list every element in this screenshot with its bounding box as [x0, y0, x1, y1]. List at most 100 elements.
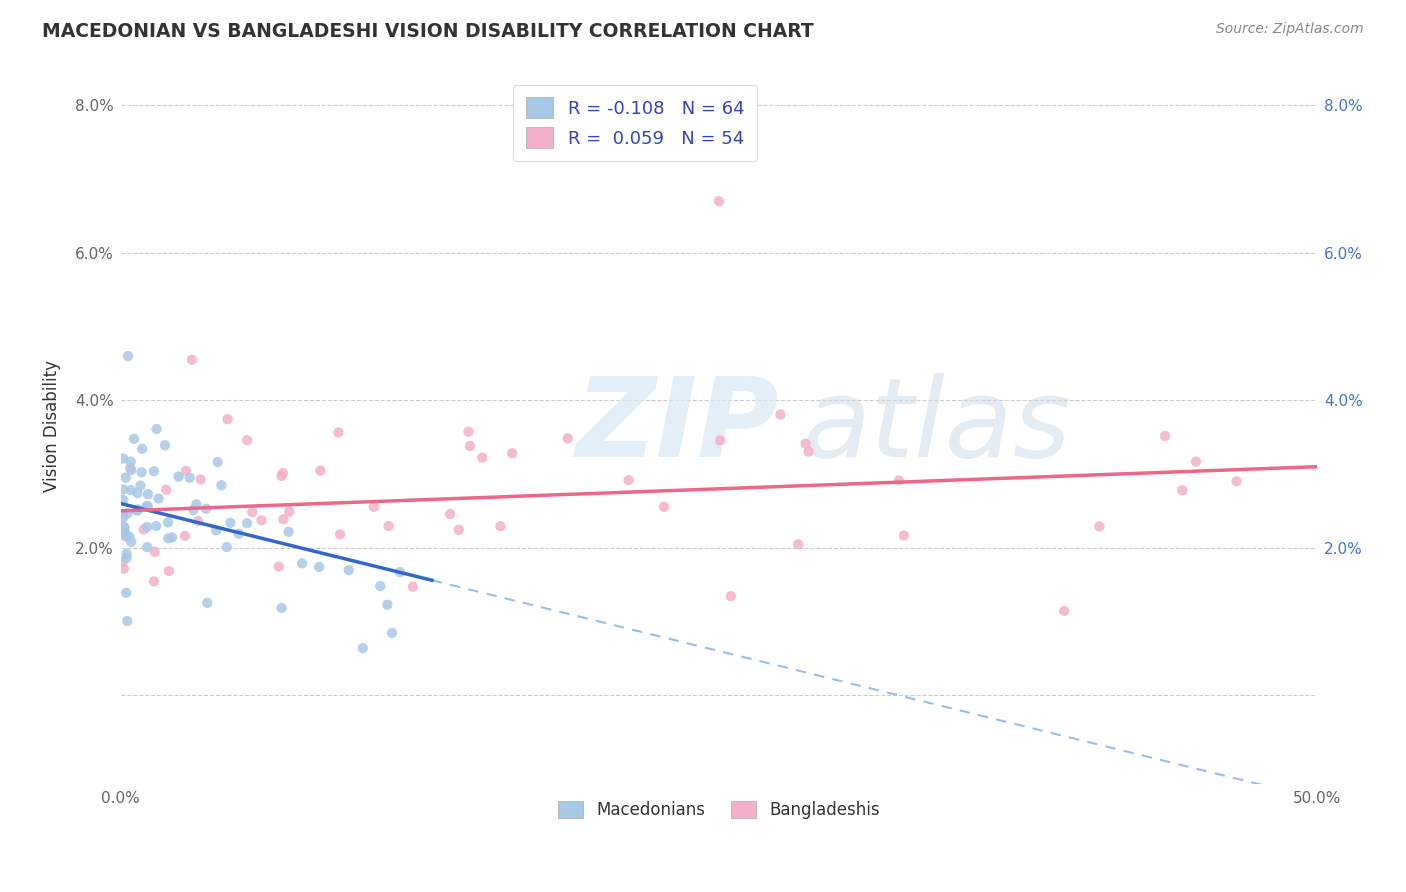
Point — [337, 563, 360, 577]
Point — [112, 492, 135, 507]
Point — [209, 478, 232, 492]
Point — [190, 472, 212, 486]
Point — [174, 464, 197, 478]
Point — [205, 524, 228, 538]
Point — [120, 483, 142, 497]
Point — [174, 529, 197, 543]
Point — [236, 434, 259, 448]
Point — [720, 589, 742, 603]
Point — [117, 349, 139, 363]
Point — [131, 442, 153, 456]
Point — [217, 412, 239, 426]
Point — [489, 519, 512, 533]
Point — [115, 586, 138, 600]
Point — [707, 194, 730, 209]
Point — [120, 463, 142, 477]
Point — [157, 564, 180, 578]
Point — [271, 466, 294, 480]
Point — [120, 461, 142, 475]
Point — [136, 540, 159, 554]
Point — [115, 550, 138, 565]
Point — [112, 507, 135, 521]
Point — [118, 530, 141, 544]
Point — [155, 483, 177, 497]
Point — [215, 540, 238, 554]
Point — [181, 352, 204, 367]
Text: MACEDONIAN VS BANGLADESHI VISION DISABILITY CORRELATION CHART: MACEDONIAN VS BANGLADESHI VISION DISABIL… — [42, 22, 814, 41]
Point — [114, 527, 136, 541]
Point — [709, 434, 731, 448]
Point — [219, 516, 242, 530]
Point — [1225, 475, 1247, 489]
Point — [377, 519, 399, 533]
Point — [129, 478, 152, 492]
Point — [136, 487, 159, 501]
Point — [127, 486, 149, 500]
Point — [278, 505, 301, 519]
Point — [277, 524, 299, 539]
Point — [148, 491, 170, 506]
Point — [377, 598, 399, 612]
Point — [120, 534, 142, 549]
Point — [114, 529, 136, 543]
Point — [112, 554, 135, 568]
Point — [787, 537, 810, 551]
Point — [167, 469, 190, 483]
Point — [115, 614, 138, 628]
Point — [457, 425, 479, 439]
Point — [1088, 519, 1111, 533]
Point — [117, 507, 139, 521]
Point — [439, 507, 461, 521]
Point — [122, 432, 145, 446]
Point — [157, 516, 180, 530]
Point — [112, 510, 135, 524]
Point — [112, 562, 135, 576]
Point — [236, 516, 259, 531]
Text: atlas: atlas — [803, 373, 1071, 480]
Point — [187, 514, 209, 528]
Y-axis label: Vision Disability: Vision Disability — [44, 360, 60, 492]
Point — [132, 523, 155, 537]
Point — [291, 557, 314, 571]
Point — [157, 531, 180, 545]
Point — [794, 436, 817, 450]
Point — [183, 503, 205, 517]
Point — [186, 497, 208, 511]
Legend: Macedonians, Bangladeshis: Macedonians, Bangladeshis — [551, 794, 886, 825]
Point — [115, 547, 138, 561]
Point — [471, 450, 494, 465]
Point — [228, 526, 250, 541]
Point — [114, 471, 136, 485]
Point — [1171, 483, 1194, 498]
Point — [309, 464, 332, 478]
Point — [114, 526, 136, 541]
Point — [112, 483, 135, 497]
Point — [388, 565, 411, 579]
Text: Source: ZipAtlas.com: Source: ZipAtlas.com — [1216, 22, 1364, 37]
Point — [153, 438, 176, 452]
Point — [125, 504, 148, 518]
Point — [402, 580, 425, 594]
Point — [120, 454, 142, 468]
Point — [447, 523, 470, 537]
Point — [501, 446, 523, 460]
Point — [1185, 455, 1208, 469]
Point — [893, 528, 915, 542]
Point — [136, 520, 159, 534]
Text: ZIP: ZIP — [575, 373, 779, 480]
Point — [328, 425, 350, 440]
Point — [142, 464, 165, 478]
Point — [557, 431, 579, 445]
Point — [458, 439, 481, 453]
Point — [617, 473, 640, 487]
Point — [887, 474, 910, 488]
Point — [179, 471, 201, 485]
Point — [135, 499, 157, 513]
Point — [114, 521, 136, 535]
Point — [273, 512, 295, 526]
Point — [145, 422, 167, 436]
Point — [142, 574, 165, 589]
Point — [381, 626, 404, 640]
Point — [363, 500, 385, 514]
Point — [1154, 429, 1177, 443]
